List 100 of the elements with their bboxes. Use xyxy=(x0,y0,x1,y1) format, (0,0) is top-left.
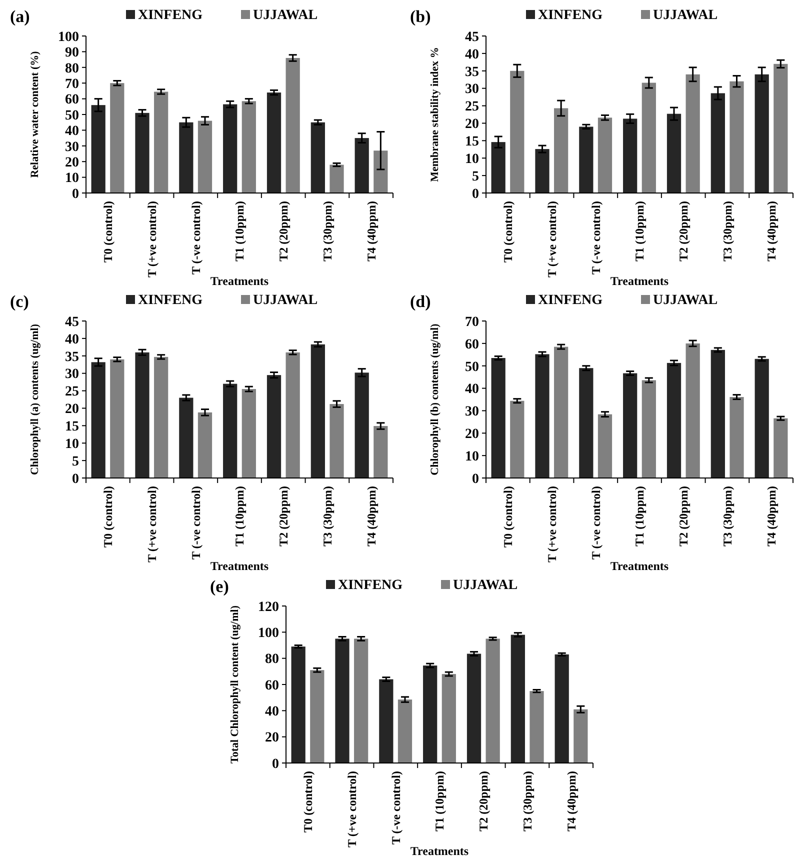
x-tick-label: T (+ve control) xyxy=(344,771,359,848)
y-tick-label: 5 xyxy=(472,169,479,184)
legend-label: XINFENG xyxy=(538,293,603,308)
y-tick-label: 80 xyxy=(265,652,279,668)
y-tick-label: 20 xyxy=(265,730,279,746)
x-tick-label: T (-ve control) xyxy=(588,201,603,275)
y-tick-label: 20 xyxy=(65,156,79,170)
x-tick-label: T0 (control) xyxy=(100,201,115,262)
legend-label: UJJAWAL xyxy=(653,293,718,308)
y-tick-label: 60 xyxy=(465,337,479,352)
y-tick-label: 15 xyxy=(65,420,79,435)
y-tick-label: 40 xyxy=(65,124,79,140)
y-tick-label: 20 xyxy=(465,427,479,442)
y-tick-label: 70 xyxy=(65,77,79,92)
y-tick-label: 20 xyxy=(465,117,479,132)
x-axis-title: Treatments xyxy=(610,274,669,288)
x-tick-label: T1 (10ppm) xyxy=(632,201,647,262)
x-tick-label: T3 (30ppm) xyxy=(320,201,335,262)
y-tick-label: 0 xyxy=(472,472,479,487)
y-tick-label: 30 xyxy=(465,82,479,98)
y-tick-label: 0 xyxy=(72,186,79,202)
legend-label: XINFENG xyxy=(138,293,203,308)
x-tick-label: T (+ve control) xyxy=(144,486,159,562)
y-tick-label: 20 xyxy=(65,402,79,418)
x-axis-title: Treatments xyxy=(210,559,269,573)
y-tick-label: 0 xyxy=(272,756,279,772)
x-tick-label: T4 (40ppm) xyxy=(764,486,778,546)
y-tick-label: 40 xyxy=(65,332,79,348)
x-tick-label: T2 (20ppm) xyxy=(476,771,491,832)
y-tick-label: 35 xyxy=(65,350,79,365)
x-tick-label: T4 (40ppm) xyxy=(764,201,778,262)
x-axis-title: Treatments xyxy=(610,559,669,573)
y-tick-label: 30 xyxy=(65,140,79,155)
legend-label: XINFENG xyxy=(138,8,203,23)
x-tick-label: T3 (30ppm) xyxy=(520,771,535,832)
x-axis-title: Treatments xyxy=(210,274,269,288)
x-tick-label: T (-ve control) xyxy=(188,486,203,560)
x-tick-label: T0 (control) xyxy=(500,201,515,262)
y-axis-title: Total Chlorophyll content (ug/ml) xyxy=(229,605,241,764)
y-tick-label: 30 xyxy=(65,367,79,382)
x-tick-label: T1 (10ppm) xyxy=(432,771,447,832)
y-tick-label: 90 xyxy=(65,46,79,61)
y-tick-label: 100 xyxy=(258,626,279,642)
y-tick-label: 25 xyxy=(465,100,479,115)
x-tick-label: T2 (20ppm) xyxy=(676,486,691,546)
y-tick-label: 35 xyxy=(465,64,479,80)
y-tick-label: 0 xyxy=(72,472,79,487)
chart-title: (b) xyxy=(410,7,431,26)
y-tick-label: 60 xyxy=(265,678,279,694)
x-tick-label: T0 (control) xyxy=(100,486,115,548)
x-tick-label: T2 (20ppm) xyxy=(276,201,291,262)
y-tick-label: 100 xyxy=(58,30,79,45)
chart-title: (a) xyxy=(10,7,30,26)
y-tick-label: 5 xyxy=(72,454,79,470)
y-tick-label: 15 xyxy=(465,134,479,150)
x-tick-label: T (+ve control) xyxy=(544,201,559,278)
chart-title: (e) xyxy=(210,577,229,596)
y-tick-label: 10 xyxy=(65,437,79,452)
y-tick-label: 30 xyxy=(465,404,479,420)
x-tick-label: T2 (20ppm) xyxy=(276,486,291,546)
x-tick-label: T0 (control) xyxy=(300,771,315,832)
y-tick-label: 70 xyxy=(465,314,479,330)
y-tick-label: 10 xyxy=(65,171,79,186)
y-tick-label: 80 xyxy=(65,61,79,76)
y-tick-label: 0 xyxy=(472,186,479,202)
y-tick-label: 45 xyxy=(65,314,79,330)
y-tick-label: 40 xyxy=(465,47,479,62)
x-tick-label: T1 (10ppm) xyxy=(232,486,247,546)
x-tick-label: T4 (40ppm) xyxy=(364,201,378,262)
legend-label: UJJAWAL xyxy=(253,293,318,308)
y-axis-title: Relative water content (%) xyxy=(29,50,41,178)
y-axis-title: Membrane stability index % xyxy=(429,47,441,182)
y-tick-label: 40 xyxy=(465,382,479,398)
y-tick-label: 120 xyxy=(258,600,279,615)
y-tick-label: 25 xyxy=(65,384,79,400)
x-tick-label: T3 (30ppm) xyxy=(720,486,735,546)
x-axis-title: Treatments xyxy=(410,844,469,856)
x-tick-label: T (+ve control) xyxy=(544,486,559,562)
legend-label: UJJAWAL xyxy=(453,578,518,593)
x-tick-label: T4 (40ppm) xyxy=(364,486,378,546)
x-tick-label: T3 (30ppm) xyxy=(720,201,735,262)
y-axis-title: Chlorophyll (b) contents (ug/ml) xyxy=(429,323,441,476)
x-tick-label: T (-ve control) xyxy=(388,771,403,845)
x-tick-label: T (-ve control) xyxy=(588,486,603,560)
x-tick-label: T1 (10ppm) xyxy=(632,486,647,546)
y-axis-title: Chlorophyll (a) contents (ug/ml) xyxy=(29,324,41,476)
x-tick-label: T4 (40ppm) xyxy=(564,771,578,832)
x-tick-label: T0 (control) xyxy=(500,486,515,548)
y-tick-label: 40 xyxy=(265,704,279,720)
y-tick-label: 50 xyxy=(65,108,79,124)
x-tick-label: T (-ve control) xyxy=(188,201,203,275)
legend-label: XINFENG xyxy=(338,578,403,593)
y-tick-label: 10 xyxy=(465,449,479,464)
chart-title: (d) xyxy=(410,292,431,311)
legend-label: XINFENG xyxy=(538,8,603,23)
x-tick-label: T2 (20ppm) xyxy=(676,201,691,262)
chart-title: (c) xyxy=(10,292,29,311)
legend-label: UJJAWAL xyxy=(653,8,718,23)
y-tick-label: 10 xyxy=(465,152,479,168)
legend-label: UJJAWAL xyxy=(253,8,318,23)
